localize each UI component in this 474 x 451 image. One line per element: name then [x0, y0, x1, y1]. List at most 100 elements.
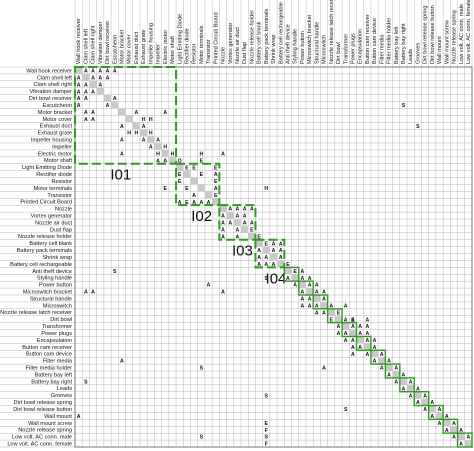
diagonal-cluster-box [427, 404, 444, 421]
interaction-mark: A [142, 138, 146, 144]
row-label-power-plugs: Power plugs [41, 331, 72, 337]
diagonal-cell [190, 177, 198, 185]
interaction-mark: A [293, 283, 297, 289]
diagonal-cell [342, 322, 350, 330]
diagonal-cell [298, 281, 306, 289]
interaction-mark: H [149, 131, 153, 137]
row-label-motor-shaft: Motor shaft [44, 158, 72, 164]
interaction-mark: A [365, 352, 369, 358]
column-label-encapsulation: Encapsulation [358, 29, 364, 64]
interaction-mark: A [106, 69, 110, 75]
interaction-mark: A [120, 138, 124, 144]
row-label-encapsulation: Encapsulation [37, 338, 72, 344]
diagonal-cell [197, 184, 205, 192]
interaction-mark: A [409, 379, 413, 385]
module-box-i03 [218, 204, 257, 241]
interaction-mark: A [236, 227, 240, 233]
row-label-battery-bay-left: Battery bay left [35, 372, 73, 378]
row-label-wall-mount: Wall mount [44, 414, 72, 420]
interaction-mark: A [351, 345, 355, 351]
column-label-transformer: Transformer [343, 34, 349, 64]
diagonal-cluster-box [456, 432, 473, 448]
column-label-wall-hook-receiver: Wall hook receiver [76, 18, 82, 64]
interaction-mark: A [365, 331, 369, 337]
module-box-i01 [74, 66, 178, 165]
row-label-nozzle-release-latch-receiver: Nozzle release latch receiver [0, 310, 72, 316]
row-label-motor-terminals: Motor terminals [33, 186, 72, 192]
interaction-mark: A [423, 393, 427, 399]
interaction-mark: E [178, 179, 182, 185]
column-label-wall-mount: Wall mount [437, 36, 443, 64]
column-label-anti-theft-device: Anti theft device [286, 24, 292, 64]
interaction-mark: H [134, 131, 138, 137]
interaction-mark: A [394, 379, 398, 385]
interaction-mark: S [84, 379, 88, 385]
column-label-nozzle-release-spring: Nozzle release spring [452, 10, 458, 64]
diagonal-cell [334, 315, 343, 323]
diagonal-cell [219, 205, 227, 213]
column-label-nozzle-air-duct: Nozzle air duct [235, 27, 241, 64]
interaction-mark: A [315, 290, 319, 296]
interaction-mark: E [351, 317, 355, 323]
interaction-mark: A [243, 207, 247, 213]
interaction-mark: A [91, 117, 95, 123]
interaction-mark: A [214, 186, 218, 192]
column-label-exhaust-duct: Exhaust duct [134, 31, 140, 64]
row-label-filter-media-holder: Filter media holder [26, 365, 72, 371]
interaction-mark: A [91, 69, 95, 75]
column-label-battery-bay-right: Battery bay right [401, 23, 407, 64]
interaction-mark: A [243, 221, 247, 227]
matrix-diagonal [75, 67, 472, 447]
interaction-mark: A [416, 400, 420, 406]
diagonal-cluster-box [413, 391, 430, 407]
interaction-mark: A [77, 89, 81, 95]
interaction-mark: A [308, 276, 312, 282]
diagonal-cell [435, 412, 444, 420]
diagonal-cluster-box [283, 266, 300, 282]
interaction-mark: S [200, 435, 204, 441]
diagonal-cell [349, 329, 357, 337]
interaction-mark: A [445, 428, 449, 434]
row-label-shrink-wrap: Shrink wrap [42, 255, 72, 261]
interaction-mark: A [84, 117, 88, 123]
interaction-mark: A [459, 442, 463, 448]
interaction-mark: A [264, 255, 268, 261]
diagonal-cell [168, 156, 177, 164]
interaction-mark: A [142, 124, 146, 130]
interaction-mark: A [250, 207, 254, 213]
interaction-mark: A [467, 435, 471, 441]
column-label-leads: Leads [408, 49, 414, 64]
interaction-mark: S [265, 393, 269, 399]
column-label-escutcheon: Escutcheon [112, 35, 118, 64]
interaction-mark: A [257, 262, 261, 268]
interaction-mark: A [257, 255, 261, 261]
interaction-mark: A [300, 303, 304, 309]
interaction-mark: A [84, 96, 88, 102]
diagonal-cell [356, 336, 364, 344]
row-label-battery-cell-rechargeable: Battery cell rechargeable [10, 262, 72, 268]
module-label-i03: I03 [232, 243, 253, 260]
row-label-transformer: Transformer [42, 324, 72, 330]
column-label-battery-cell-blank: Battery cell blank [257, 21, 263, 64]
column-label-structural-handle: Structural handle [314, 22, 320, 64]
interaction-mark: E [163, 186, 167, 192]
row-label-resistor: Resistor [51, 179, 72, 185]
interaction-mark: A [445, 414, 449, 420]
interaction-mark: A [77, 414, 81, 420]
interaction-mark: A [120, 151, 124, 157]
diagonal-cell [450, 426, 458, 434]
diagonal-cell [212, 198, 220, 206]
interaction-mark: E [265, 241, 269, 247]
interaction-mark: A [77, 96, 81, 102]
column-label-microswitch-bracket: Microswitch bracket [307, 14, 313, 64]
interaction-mark: A [178, 200, 182, 206]
interaction-mark: A [322, 310, 326, 316]
interaction-mark: A [84, 82, 88, 88]
column-label-motor-shaft: Motor shaft [170, 36, 176, 64]
interaction-mark: A [358, 331, 362, 337]
diagonal-cell [154, 143, 162, 150]
interaction-mark: A [77, 82, 81, 88]
row-label-vibration-damper: Vibration damper [30, 89, 73, 95]
interaction-mark: A [113, 69, 117, 75]
